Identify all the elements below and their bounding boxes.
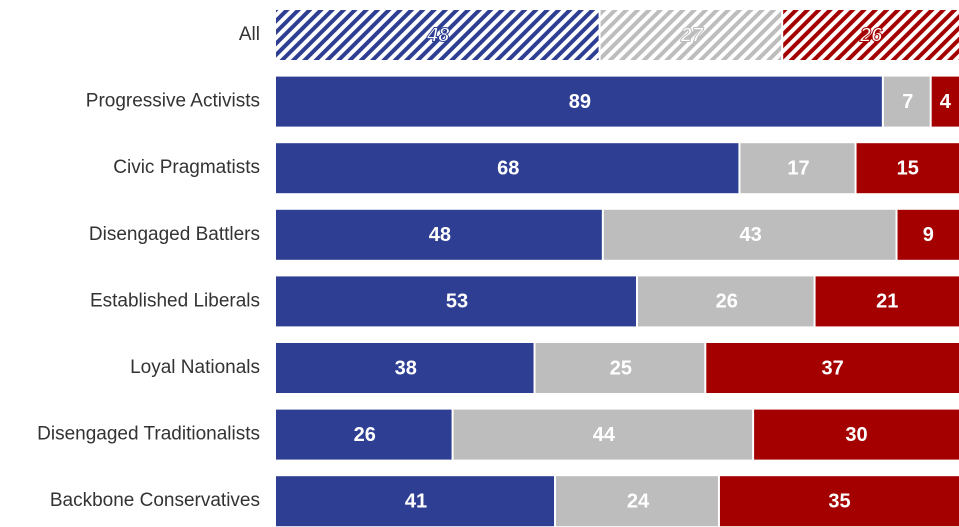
category-label: Established Liberals: [90, 290, 260, 311]
bar-segment: [276, 276, 636, 327]
bar-value-label: 26: [716, 291, 738, 313]
bar-value-label: 25: [610, 357, 632, 379]
bar-value-label: 4: [940, 91, 952, 113]
bar-value-label: 27: [680, 24, 704, 46]
bar-value-label: 7: [902, 91, 913, 113]
bar-value-label: 35: [828, 490, 850, 512]
bar-segment: [276, 143, 739, 194]
bar-value-label: 26: [859, 24, 883, 46]
bar-value-label: 48: [426, 24, 450, 46]
category-label: Civic Pragmatists: [113, 157, 260, 178]
bar-value-label: 41: [405, 490, 427, 512]
bar-segment: [754, 409, 959, 460]
chart-plot-area: All 48 27 26 Progressive Activists 89 7 4 Civic …: [37, 10, 959, 527]
bar-value-label: 43: [740, 224, 762, 246]
category-label: Backbone Conservatives: [50, 490, 260, 511]
category-label: Loyal Nationals: [130, 357, 260, 378]
bar-segment: [706, 343, 959, 393]
bar-value-label: 53: [446, 291, 468, 313]
bar-value-label: 48: [429, 224, 451, 246]
bar-segment: [276, 76, 882, 127]
bar-value-label: 21: [876, 291, 898, 313]
bar-value-label: 68: [497, 157, 519, 179]
category-label: Disengaged Battlers: [89, 224, 260, 245]
bar-segment: [276, 343, 534, 393]
bar-segment: [719, 476, 959, 527]
bar-segment: [276, 409, 452, 460]
bar-segment: [856, 143, 959, 194]
bar-value-label: 37: [822, 357, 844, 379]
bar-segment: [783, 10, 959, 60]
bar-segment: [276, 10, 599, 60]
bar-segment: [276, 476, 555, 527]
bar-value-label: 30: [845, 424, 867, 446]
bar-segment: [556, 476, 718, 527]
bar-segment: [276, 209, 602, 260]
bar-segment: [603, 209, 896, 260]
bar-segment: [897, 209, 959, 260]
bar-value-label: 24: [627, 490, 650, 512]
bar-segment: [600, 10, 782, 60]
bar-value-label: 15: [897, 157, 919, 179]
category-label: All: [239, 24, 260, 45]
category-label: Disengaged Traditionalists: [37, 424, 260, 445]
bar-value-label: 9: [923, 224, 934, 246]
bar-segment: [883, 76, 930, 127]
bar-segment: [931, 76, 959, 127]
bar-value-label: 44: [593, 424, 616, 446]
bar-segment: [453, 409, 753, 460]
bar-segment: [535, 343, 705, 393]
bar-value-label: 38: [395, 357, 417, 379]
bar-segment: [815, 276, 959, 327]
bar-value-label: 17: [787, 157, 809, 179]
bar-segment: [637, 276, 814, 327]
bar-value-label: 89: [569, 91, 591, 113]
bar-segment: [740, 143, 855, 194]
bar-value-label: 26: [354, 424, 376, 446]
category-label: Progressive Activists: [86, 91, 260, 112]
